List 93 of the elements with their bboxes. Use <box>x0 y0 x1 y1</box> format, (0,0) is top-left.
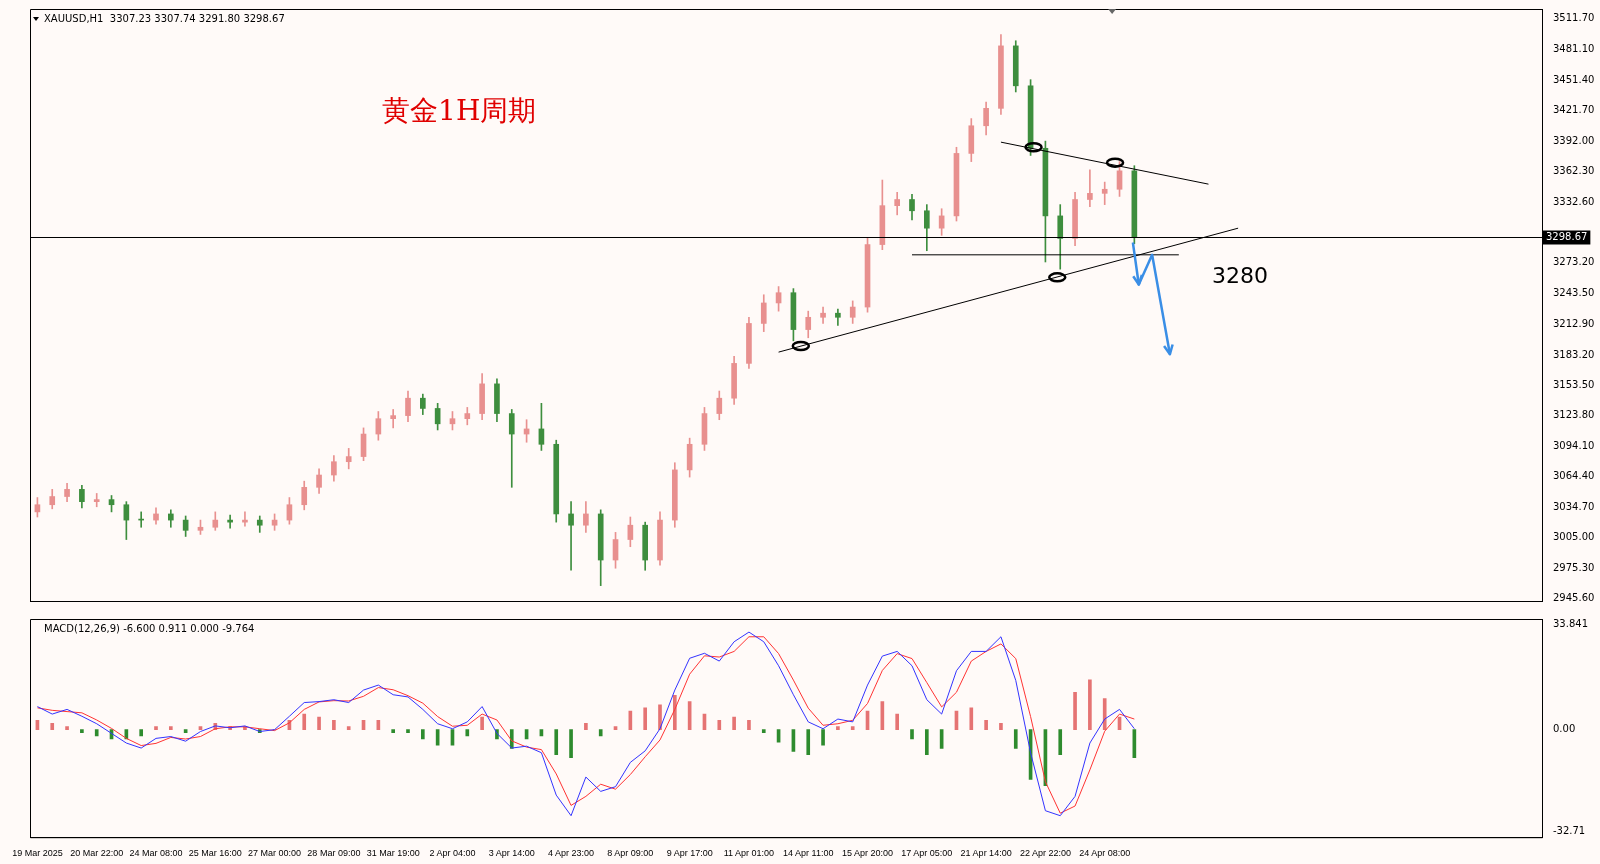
bar <box>732 716 736 730</box>
bar <box>895 713 900 730</box>
x-tick-label: 15 Apr 20:00 <box>842 848 894 859</box>
bar <box>747 719 751 730</box>
ref-line-label: 3298.67 <box>1546 231 1588 243</box>
x-tick-label: 27 Mar 00:00 <box>248 848 302 859</box>
x-tick-label: 20 Mar 22:00 <box>70 848 124 859</box>
bar <box>924 729 929 755</box>
bar <box>658 704 662 730</box>
y-tick-label: 2945.60 <box>1553 591 1595 603</box>
chart-title: XAUUSD,H1 3307.23 3307.74 3291.80 3298.67 <box>44 12 285 24</box>
bar <box>94 729 99 737</box>
x-tick-label: 19 Mar 2025 <box>12 848 63 859</box>
x-tick-label: 21 Apr 14:00 <box>960 848 1012 859</box>
x-tick-label: 4 Apr 23:00 <box>548 848 595 859</box>
bar <box>50 723 55 730</box>
bar <box>80 729 84 734</box>
y-tick-label: 3451.40 <box>1553 73 1595 85</box>
bar <box>332 719 336 730</box>
y-tick-label: 3123.80 <box>1553 409 1595 421</box>
bar <box>1013 729 1018 749</box>
y-tick-label: 3005.00 <box>1553 531 1595 543</box>
y-tick-label: 3481.10 <box>1553 43 1595 55</box>
bar <box>154 726 158 730</box>
candlestick <box>1087 169 1093 208</box>
annotation: 黄金1H周期 <box>382 93 537 127</box>
y-tick-label: 3362.30 <box>1553 165 1595 177</box>
bar <box>806 729 811 755</box>
candlestick <box>93 493 100 508</box>
x-tick-label: 8 Apr 09:00 <box>607 848 654 859</box>
bar <box>910 729 914 740</box>
bar <box>761 729 766 734</box>
candlestick <box>390 409 397 429</box>
x-tick-label: 25 Mar 16:00 <box>188 848 242 859</box>
candlestick <box>568 501 574 571</box>
bar <box>554 729 559 755</box>
bar <box>584 723 588 730</box>
bar <box>1088 679 1092 730</box>
y-tick-label: 3243.50 <box>1553 286 1595 298</box>
bar <box>821 729 825 746</box>
y-tick-label: -32.71 <box>1553 825 1586 837</box>
y-tick-label: 3034.70 <box>1553 500 1595 512</box>
annotation: 3280 <box>1212 262 1268 288</box>
chart-title: MACD(12,26,9) -6.600 0.911 0.000 -9.764 <box>44 622 255 634</box>
bar <box>391 729 396 734</box>
bar <box>420 729 425 740</box>
y-tick-label: 3421.70 <box>1553 104 1595 116</box>
x-tick-label: 24 Mar 08:00 <box>129 848 183 859</box>
bar <box>168 726 173 730</box>
bar <box>1058 729 1063 755</box>
x-tick-label: 9 Apr 17:00 <box>666 848 713 859</box>
x-tick-label: 3 Apr 14:00 <box>488 848 535 859</box>
x-tick-label: 11 Apr 01:00 <box>723 848 775 859</box>
bar <box>569 729 573 759</box>
y-tick-label: 2975.30 <box>1553 561 1595 573</box>
y-tick-label: 3392.00 <box>1553 134 1595 146</box>
bar <box>346 726 351 730</box>
candlestick <box>1101 181 1108 205</box>
bar <box>672 695 677 730</box>
bar <box>465 729 470 737</box>
y-tick-label: 3212.90 <box>1553 318 1595 330</box>
x-tick-label: 22 Apr 22:00 <box>1019 848 1071 859</box>
bar <box>984 719 988 730</box>
bar <box>999 723 1003 730</box>
x-tick-label: 28 Mar 09:00 <box>307 848 361 859</box>
bar <box>406 729 410 734</box>
x-tick-label: 2 Apr 04:00 <box>429 848 476 859</box>
x-tick-label: 14 Apr 11:00 <box>783 848 834 859</box>
bar <box>302 713 307 730</box>
bar <box>598 729 603 737</box>
bar <box>717 719 722 730</box>
y-tick-label: 3064.40 <box>1553 470 1595 482</box>
bar <box>850 726 855 730</box>
y-tick-label: 3153.50 <box>1553 379 1595 390</box>
x-tick-label: 31 Mar 19:00 <box>366 848 420 859</box>
bar <box>480 716 484 730</box>
bar <box>317 716 321 730</box>
bar <box>969 707 974 730</box>
bar <box>65 726 69 730</box>
bar <box>643 707 648 730</box>
y-tick-label: 3273.20 <box>1553 256 1595 268</box>
x-tick-label: 17 Apr 05:00 <box>901 848 953 859</box>
y-tick-label: 33.841 <box>1553 617 1588 629</box>
y-tick-label: 3511.70 <box>1553 12 1595 24</box>
y-tick-label: 3094.10 <box>1553 439 1595 451</box>
y-tick-label: 0.00 <box>1553 723 1576 735</box>
y-tick-label: 3183.20 <box>1553 348 1595 360</box>
bar <box>1073 691 1077 730</box>
y-tick-label: 3332.60 <box>1553 195 1595 207</box>
x-tick-label: 24 Apr 08:00 <box>1079 848 1131 859</box>
bar <box>1102 698 1107 730</box>
bar <box>836 726 840 730</box>
bar <box>139 729 144 737</box>
